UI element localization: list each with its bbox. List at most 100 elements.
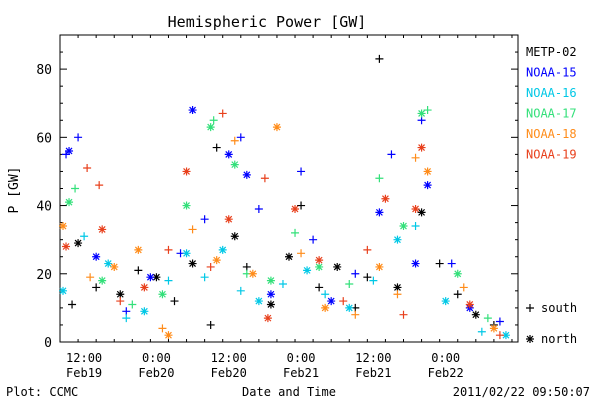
south-data-point <box>122 307 131 316</box>
south-data-point <box>375 54 384 63</box>
y-tick-label: 40 <box>36 200 52 215</box>
north-data-point <box>206 123 215 132</box>
north-data-point <box>266 300 275 309</box>
x-tick-date-label: Feb20 <box>211 366 247 380</box>
south-data-point <box>83 164 92 173</box>
north-data-point <box>333 262 342 271</box>
north-data-point <box>182 201 191 210</box>
north-data-point <box>393 235 402 244</box>
north-data-point <box>465 300 474 309</box>
south-data-point <box>260 174 269 183</box>
south-data-point <box>212 143 221 152</box>
legend-entry: NOAA-17 <box>526 107 577 121</box>
south-data-point <box>411 153 420 162</box>
north-data-point <box>393 283 402 292</box>
legend-entry: NOAA-19 <box>526 148 577 162</box>
south-data-point <box>170 297 179 306</box>
south-data-point <box>297 249 306 258</box>
north-data-point <box>489 324 498 333</box>
north-data-point <box>74 239 83 248</box>
south-data-point <box>236 286 245 295</box>
south-data-point <box>339 297 348 306</box>
south-data-point <box>435 259 444 268</box>
north-data-point <box>315 256 324 265</box>
north-data-point <box>411 259 420 268</box>
north-data-point <box>110 262 119 271</box>
x-tick-date-label: Feb19 <box>66 366 102 380</box>
north-data-point <box>266 290 275 299</box>
south-data-point <box>387 150 396 159</box>
north-data-point <box>263 314 272 323</box>
north-data-point <box>164 331 173 340</box>
south-data-point <box>200 215 209 224</box>
north-data-point <box>212 256 221 265</box>
x-tick-label: 0:00 <box>287 351 316 365</box>
north-data-point <box>140 283 149 292</box>
south-data-point <box>218 109 227 118</box>
north-data-point <box>441 297 450 306</box>
north-data-point <box>224 215 233 224</box>
north-data-point <box>158 290 167 299</box>
legend-entry: NOAA-15 <box>526 66 577 80</box>
north-data-point <box>453 269 462 278</box>
marker-legend-item: south <box>526 301 577 315</box>
north-data-point <box>98 225 107 234</box>
south-data-point <box>459 283 468 292</box>
x-tick-label: 0:00 <box>431 351 460 365</box>
x-tick-label: 0:00 <box>142 351 171 365</box>
north-data-point <box>345 303 354 312</box>
y-tick-label: 60 <box>36 131 52 146</box>
north-data-point <box>152 273 161 282</box>
south-data-point <box>495 331 504 340</box>
north-data-point <box>182 167 191 176</box>
north-data-point <box>134 245 143 254</box>
y-tick-label: 80 <box>36 63 52 78</box>
north-data-point <box>59 222 68 231</box>
south-data-point <box>80 232 89 241</box>
marker-legend-item: north <box>526 332 577 346</box>
north-data-point <box>98 276 107 285</box>
south-data-point <box>164 276 173 285</box>
south-data-point <box>483 314 492 323</box>
north-data-point <box>417 143 426 152</box>
north-data-point <box>303 266 312 275</box>
south-marker-symbol <box>526 304 534 312</box>
south-data-point <box>236 133 245 142</box>
chart-title: Hemispheric Power [GW] <box>168 13 367 31</box>
south-data-point <box>74 133 83 142</box>
north-data-point <box>65 198 74 207</box>
south-data-point <box>242 262 251 271</box>
north-data-point <box>471 310 480 319</box>
south-data-point <box>309 235 318 244</box>
north-data-point <box>230 232 239 241</box>
north-data-point <box>272 123 281 132</box>
marker-legend-label: south <box>541 301 577 315</box>
north-data-point <box>92 252 101 261</box>
north-data-point <box>242 170 251 179</box>
south-data-point <box>417 116 426 125</box>
north-data-point <box>375 262 384 271</box>
north-data-point <box>254 297 263 306</box>
south-data-point <box>188 225 197 234</box>
north-data-point <box>116 290 125 299</box>
marker-legend-label: north <box>541 332 577 346</box>
south-data-point <box>375 174 384 183</box>
south-data-point <box>369 276 378 285</box>
south-data-point <box>297 167 306 176</box>
north-data-point <box>146 273 155 282</box>
north-data-point <box>423 167 432 176</box>
x-tick-label: 12:00 <box>355 351 391 365</box>
south-data-point <box>453 290 462 299</box>
north-data-point <box>140 307 149 316</box>
south-data-point <box>278 280 287 289</box>
x-axis-label: Date and Time <box>242 385 336 399</box>
legend-entry: NOAA-16 <box>526 86 577 100</box>
south-data-point <box>477 327 486 336</box>
south-data-point <box>363 245 372 254</box>
y-axis-label: P [GW] <box>7 167 22 214</box>
south-data-point <box>321 290 330 299</box>
south-data-point <box>86 273 95 282</box>
north-data-point <box>291 204 300 213</box>
south-data-point <box>254 204 263 213</box>
